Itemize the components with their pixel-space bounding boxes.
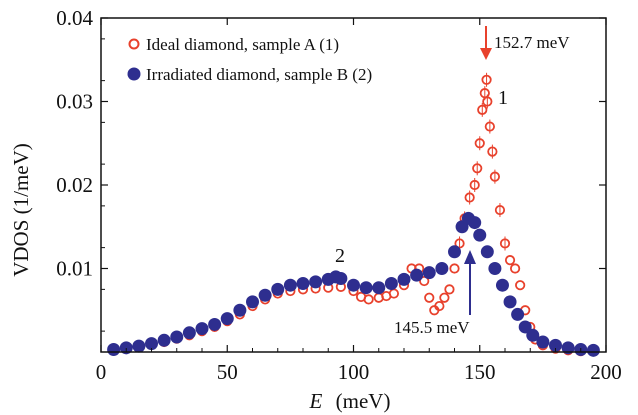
data-point-irradiated	[119, 341, 133, 355]
data-point-irradiated	[503, 295, 517, 309]
data-point-irradiated	[334, 272, 348, 286]
data-point-ideal	[482, 96, 493, 107]
series-ideal-layer	[108, 72, 599, 357]
data-point-irradiated	[283, 278, 297, 292]
legend-marker-ideal	[128, 38, 140, 50]
data-point-irradiated	[296, 277, 310, 291]
plot-area	[107, 72, 600, 357]
data-point-irradiated	[480, 245, 494, 259]
x-axis-unit: (meV)	[336, 389, 391, 413]
x-axis-variable: E	[309, 389, 323, 413]
data-point-ideal	[477, 104, 488, 115]
data-point-irradiated	[359, 281, 373, 295]
data-point-ideal	[444, 284, 455, 295]
peak1-value-label: 152.7 meV	[494, 33, 570, 52]
data-point-ideal	[515, 280, 526, 291]
data-point-ideal	[484, 121, 495, 132]
peak2-value-label: 145.5 meV	[394, 318, 470, 337]
data-point-irradiated	[518, 320, 532, 334]
data-point-irradiated	[586, 343, 600, 357]
data-point-ideal	[434, 300, 445, 312]
y-tick-label: 0.01	[56, 257, 93, 281]
peak1-arrow-head	[480, 48, 492, 60]
data-point-irradiated	[397, 272, 411, 286]
data-point-irradiated	[145, 337, 158, 351]
x-tick-label: 50	[217, 360, 238, 384]
data-point-irradiated	[132, 339, 146, 353]
data-point-ideal	[474, 138, 485, 149]
peak2-label: 2	[335, 245, 345, 267]
legend-label-irradiated: Irradiated diamond, sample B (2)	[146, 65, 372, 84]
data-point-irradiated	[561, 341, 575, 355]
data-point-ideal	[481, 74, 492, 85]
data-point-irradiated	[182, 326, 196, 340]
peak1-label: 1	[498, 87, 508, 109]
peak2-arrow-head	[464, 250, 476, 264]
data-point-irradiated	[107, 342, 121, 356]
data-point-ideal	[439, 292, 450, 303]
data-point-ideal	[504, 255, 516, 266]
data-point-irradiated	[271, 282, 285, 296]
data-point-ideal	[489, 171, 500, 182]
data-point-irradiated	[448, 245, 461, 259]
data-point-ideal	[419, 275, 430, 287]
data-point-irradiated	[157, 333, 171, 347]
data-point-ideal	[424, 292, 435, 303]
annotations: 152.7 meV 1 145.5 meV 2	[335, 26, 570, 337]
data-point-irradiated	[220, 312, 234, 326]
data-point-irradiated	[246, 295, 259, 309]
data-point-irradiated	[384, 277, 398, 291]
data-point-ideal	[487, 146, 498, 157]
data-point-irradiated	[468, 216, 482, 230]
data-point-irradiated	[372, 281, 386, 295]
legend-label-ideal: Ideal diamond, sample A (1)	[146, 35, 339, 54]
x-axis-label: E (meV)	[309, 389, 391, 413]
data-point-ideal	[449, 263, 460, 274]
axis-ticks: 0 50 100 150 200 0.01 0.02 0.03 0.04	[56, 6, 622, 384]
legend-marker-irradiated	[127, 67, 141, 81]
y-tick-label: 0.03	[56, 90, 93, 114]
data-point-irradiated	[422, 266, 436, 280]
data-point-irradiated	[410, 268, 424, 282]
data-point-irradiated	[473, 228, 487, 242]
data-point-irradiated	[309, 275, 323, 289]
data-point-irradiated	[435, 262, 449, 275]
data-point-irradiated	[170, 330, 184, 344]
data-point-irradiated	[536, 335, 550, 349]
data-point-ideal	[464, 192, 475, 203]
x-tick-label: 0	[96, 360, 107, 384]
x-tick-label: 100	[338, 360, 370, 384]
data-point-irradiated	[258, 288, 272, 302]
data-point-ideal	[472, 163, 483, 174]
legend: Ideal diamond, sample A (1) Irradiated d…	[127, 35, 372, 84]
data-point-ideal	[469, 179, 480, 191]
x-tick-label: 200	[590, 360, 622, 384]
data-point-irradiated	[488, 262, 502, 275]
y-axis-label: VDOS (1/meV)	[9, 143, 33, 277]
data-point-ideal	[509, 263, 521, 274]
data-point-irradiated	[195, 322, 209, 336]
series-irradiated-layer	[107, 211, 600, 357]
y-tick-label: 0.04	[56, 6, 93, 30]
data-point-irradiated	[511, 307, 525, 321]
data-point-ideal	[499, 238, 511, 249]
data-point-ideal	[494, 204, 506, 216]
data-point-irradiated	[233, 303, 247, 317]
data-point-irradiated	[347, 278, 360, 292]
data-point-irradiated	[526, 328, 540, 342]
data-point-ideal	[454, 238, 465, 249]
data-point-ideal	[363, 294, 374, 305]
data-point-irradiated	[495, 278, 509, 292]
x-tick-label: 150	[464, 360, 496, 384]
data-point-irradiated	[208, 317, 222, 331]
data-point-ideal	[388, 288, 399, 299]
data-point-irradiated	[549, 338, 562, 352]
y-tick-label: 0.02	[56, 173, 93, 197]
